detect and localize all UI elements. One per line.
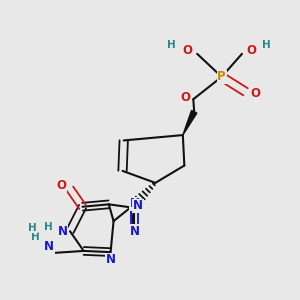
Text: H: H <box>28 223 37 232</box>
Text: O: O <box>57 179 67 192</box>
Text: O: O <box>181 91 191 104</box>
Text: O: O <box>183 44 193 57</box>
Text: N: N <box>58 225 68 238</box>
Text: O: O <box>250 87 260 100</box>
Text: P: P <box>218 70 226 83</box>
Text: H: H <box>167 40 176 50</box>
Text: H: H <box>262 40 271 50</box>
Text: N: N <box>106 254 116 266</box>
Text: N: N <box>130 197 140 210</box>
Text: N: N <box>130 225 140 238</box>
Text: O: O <box>247 44 256 57</box>
Text: H: H <box>44 222 52 232</box>
Polygon shape <box>183 110 197 135</box>
Text: H: H <box>31 232 40 242</box>
Text: N: N <box>44 240 54 253</box>
Text: N: N <box>133 199 143 212</box>
